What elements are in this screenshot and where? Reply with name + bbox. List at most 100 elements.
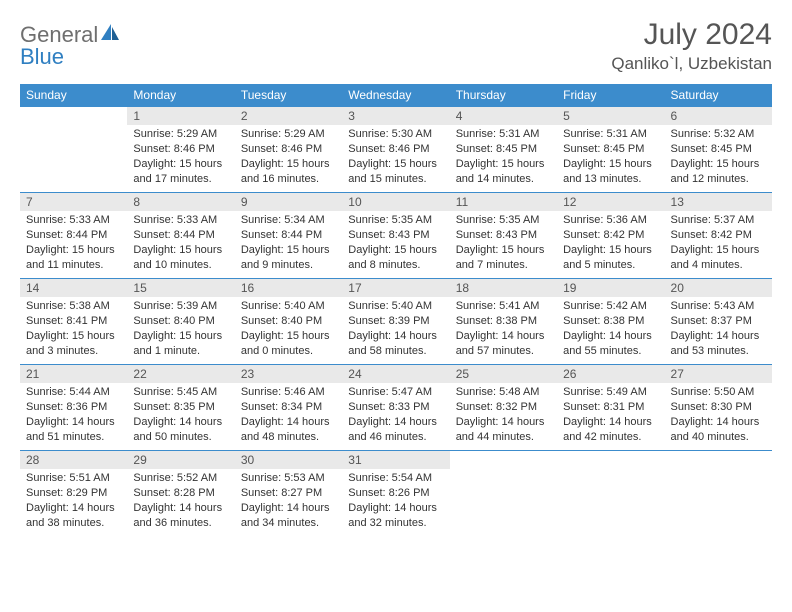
daylight-line: Daylight: 15 hours and 14 minutes. [456,158,545,185]
daylight-line: Daylight: 15 hours and 12 minutes. [671,158,760,185]
day-details: Sunrise: 5:45 AMSunset: 8:35 PMDaylight:… [127,383,234,448]
sunset-line: Sunset: 8:33 PM [348,401,429,413]
sunset-line: Sunset: 8:39 PM [348,315,429,327]
sunrise-line: Sunrise: 5:33 AM [26,214,110,226]
sunset-line: Sunset: 8:40 PM [241,315,322,327]
daylight-line: Daylight: 14 hours and 32 minutes. [348,502,437,529]
calendar-week-row: 7Sunrise: 5:33 AMSunset: 8:44 PMDaylight… [20,193,772,279]
weekday-header: Saturday [665,84,772,107]
sunset-line: Sunset: 8:40 PM [133,315,214,327]
calendar-day-cell: 5 Sunrise: 5:31 AM Sunset: 8:45 PM Daylight… [557,107,664,193]
day-number: 13 [665,193,772,211]
day-number: 14 [20,279,127,297]
day-number: 17 [342,279,449,297]
daylight-line: Daylight: 15 hours and 17 minutes. [133,158,222,185]
daylight-line: Daylight: 15 hours and 9 minutes. [241,244,330,271]
sunset-line: Sunset: 8:27 PM [241,487,322,499]
location: Qanliko`l, Uzbekistan [611,54,772,74]
sunset-line: Sunset: 8:35 PM [133,401,214,413]
calendar-day-cell: 21Sunrise: 5:44 AMSunset: 8:36 PMDayligh… [20,365,127,451]
calendar-table: Sunday Monday Tuesday Wednesday Thursday… [20,84,772,537]
day-number: 9 [235,193,342,211]
sunrise-line: Sunrise: 5:54 AM [348,472,432,484]
day-details: Sunrise: 5:44 AMSunset: 8:36 PMDaylight:… [20,383,127,448]
daylight-line: Daylight: 15 hours and 1 minute. [133,330,222,357]
sunrise-line: Sunrise: 5:31 AM [456,128,540,140]
daylight-line: Daylight: 15 hours and 8 minutes. [348,244,437,271]
month-title: July 2024 [611,18,772,52]
calendar-day-cell: 4Sunrise: 5:31 AMSunset: 8:45 PMDaylight… [450,107,557,193]
calendar-day-cell: 15Sunrise: 5:39 AMSunset: 8:40 PMDayligh… [127,279,234,365]
sunset-line: Sunset: 8:42 PM [563,229,644,241]
calendar-day-cell: 27Sunrise: 5:50 AMSunset: 8:30 PMDayligh… [665,365,772,451]
day-number: 10 [342,193,449,211]
day-details: Sunrise: 5:49 AMSunset: 8:31 PMDaylight:… [557,383,664,448]
sunrise-line: Sunrise: 5:43 AM [671,300,755,312]
day-number: 29 [127,451,234,469]
calendar-day-cell: 7Sunrise: 5:33 AMSunset: 8:44 PMDaylight… [20,193,127,279]
weekday-header: Wednesday [342,84,449,107]
sunset-line: Sunset: 8:45 PM [456,143,537,155]
day-details: Sunrise: 5:40 AMSunset: 8:39 PMDaylight:… [342,297,449,362]
day-number: 8 [127,193,234,211]
logo-line2: Blue [20,44,64,70]
day-details: Sunrise: 5:30 AMSunset: 8:46 PMDaylight:… [342,125,449,190]
daylight-line: Daylight: 15 hours and 13 minutes. [563,158,652,185]
daylight-line: Daylight: 15 hours and 10 minutes. [133,244,222,271]
weekday-header: Friday [557,84,664,107]
day-details: Sunrise: 5:36 AMSunset: 8:42 PMDaylight:… [557,211,664,276]
day-number: 5 [557,107,664,125]
calendar-day-cell: 8Sunrise: 5:33 AMSunset: 8:44 PMDaylight… [127,193,234,279]
daylight-line: Daylight: 15 hours and 5 minutes. [563,244,652,271]
sunset-line: Sunset: 8:31 PM [563,401,644,413]
sunset-line: Sunset: 8:44 PM [26,229,107,241]
sunset-line: Sunset: 8:38 PM [563,315,644,327]
sunset-line: Sunset: 8:43 PM [348,229,429,241]
day-details: Sunrise: 5:32 AMSunset: 8:45 PMDaylight:… [665,125,772,190]
day-details: Sunrise: 5:50 AMSunset: 8:30 PMDaylight:… [665,383,772,448]
sunrise-line: Sunrise: 5:46 AM [241,386,325,398]
daylight-line: Daylight: 14 hours and 40 minutes. [671,416,760,443]
weekday-header: Tuesday [235,84,342,107]
sunrise-line: Sunrise: 5:31 AM [563,128,647,140]
day-details: Sunrise: 5:29 AMSunset: 8:46 PMDaylight:… [235,125,342,190]
logo-text-2: Blue [20,44,64,70]
day-details: Sunrise: 5:31 AM Sunset: 8:45 PM Daylight:… [557,125,664,190]
sunrise-line: Sunrise: 5:33 AM [133,214,217,226]
daylight-line: Daylight: 14 hours and 58 minutes. [348,330,437,357]
day-number: 3 [342,107,449,125]
sunset-line: Sunset: 8:30 PM [671,401,752,413]
day-details: Sunrise: 5:46 AMSunset: 8:34 PMDaylight:… [235,383,342,448]
calendar-day-cell: 14Sunrise: 5:38 AMSunset: 8:41 PMDayligh… [20,279,127,365]
day-details: Sunrise: 5:43 AMSunset: 8:37 PMDaylight:… [665,297,772,362]
day-number: 30 [235,451,342,469]
calendar-body: ..1Sunrise: 5:29 AMSunset: 8:46 PMDaylig… [20,107,772,537]
calendar-day-cell: 6Sunrise: 5:32 AMSunset: 8:45 PMDaylight… [665,107,772,193]
sunrise-line: Sunrise: 5:34 AM [241,214,325,226]
day-details: Sunrise: 5:33 AM Sunset: 8:44 PM Daylight:… [20,211,127,276]
sunset-line: Sunset: 8:29 PM [26,487,107,499]
calendar-week-row: ..1Sunrise: 5:29 AMSunset: 8:46 PMDaylig… [20,107,772,193]
daylight-line: Daylight: 15 hours and 11 minutes. [26,244,115,271]
calendar-day-cell: 17Sunrise: 5:40 AMSunset: 8:39 PMDayligh… [342,279,449,365]
calendar-day-cell: 25Sunrise: 5:48 AMSunset: 8:32 PMDayligh… [450,365,557,451]
calendar-day-cell: 13Sunrise: 5:37 AMSunset: 8:42 PMDayligh… [665,193,772,279]
sunrise-line: Sunrise: 5:32 AM [671,128,755,140]
calendar-day-cell: .. [557,451,664,537]
sunset-line: Sunset: 8:45 PM [563,143,644,155]
calendar-day-cell: 3Sunrise: 5:30 AMSunset: 8:46 PMDaylight… [342,107,449,193]
sunrise-line: Sunrise: 5:29 AM [133,128,217,140]
sunset-line: Sunset: 8:38 PM [456,315,537,327]
calendar-day-cell: 1Sunrise: 5:29 AMSunset: 8:46 PMDaylight… [127,107,234,193]
day-number: 21 [20,365,127,383]
sunrise-line: Sunrise: 5:47 AM [348,386,432,398]
daylight-line: Daylight: 14 hours and 55 minutes. [563,330,652,357]
daylight-line: Daylight: 14 hours and 51 minutes. [26,416,115,443]
sunset-line: Sunset: 8:43 PM [456,229,537,241]
day-number: 28 [20,451,127,469]
daylight-line: Daylight: 14 hours and 53 minutes. [671,330,760,357]
daylight-line: Daylight: 14 hours and 46 minutes. [348,416,437,443]
sunrise-line: Sunrise: 5:44 AM [26,386,110,398]
sunset-line: Sunset: 8:46 PM [133,143,214,155]
calendar-day-cell: 19Sunrise: 5:42 AMSunset: 8:38 PMDayligh… [557,279,664,365]
